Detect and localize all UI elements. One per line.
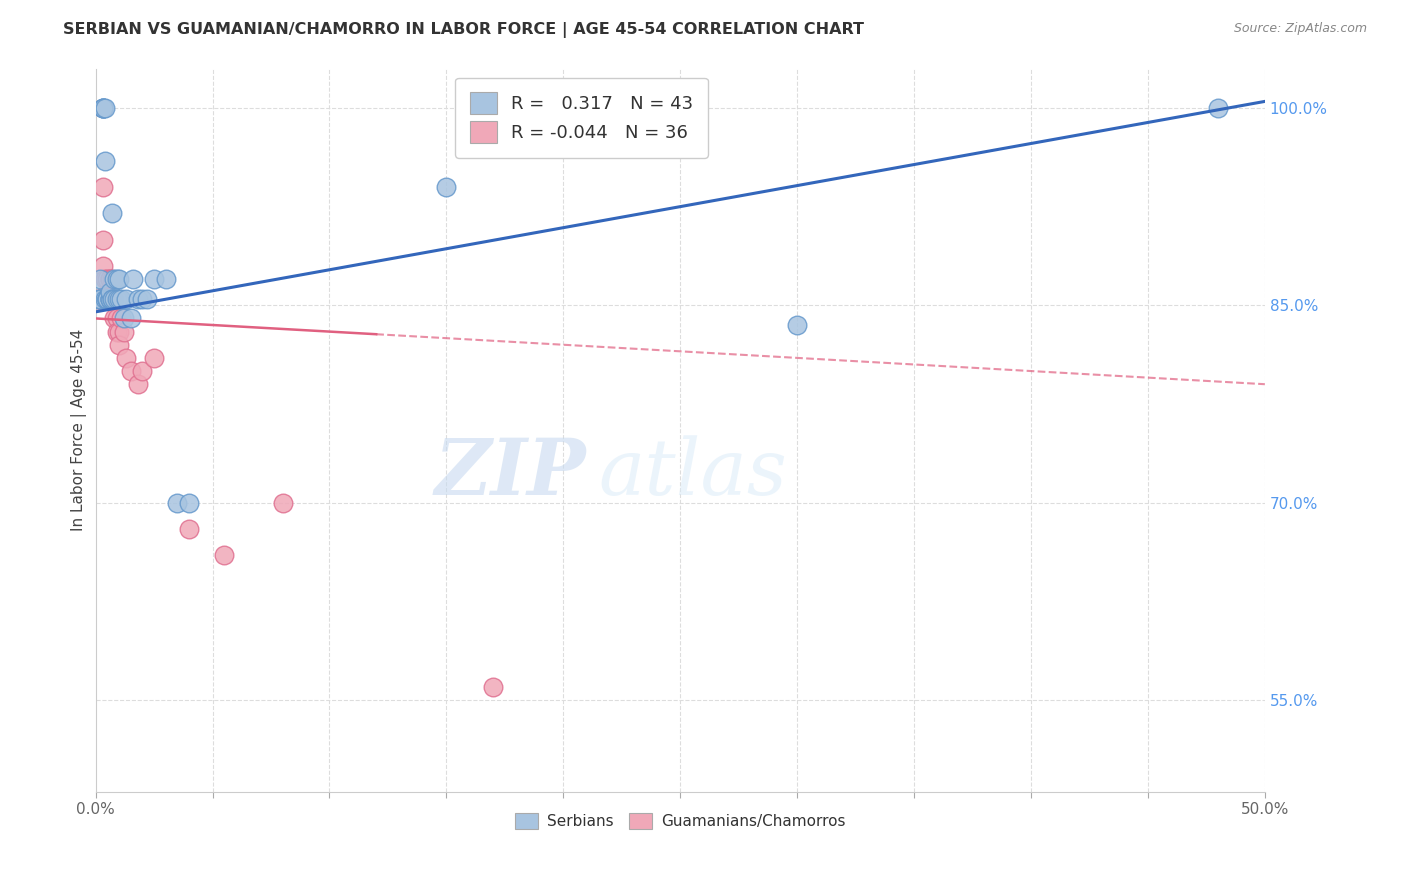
Point: [96, 292, 118, 306]
Point: [94, 292, 117, 306]
Point: [105, 292, 128, 306]
Point: [89, 272, 111, 286]
Point: [127, 377, 149, 392]
Point: [98, 285, 121, 299]
Point: [91, 101, 114, 115]
Point: [434, 180, 457, 194]
Text: Source: ZipAtlas.com: Source: ZipAtlas.com: [1233, 22, 1367, 36]
Point: [101, 292, 124, 306]
Point: [108, 272, 131, 286]
Point: [105, 272, 128, 286]
Point: [96, 272, 118, 286]
Point: [94, 292, 117, 306]
Point: [122, 272, 145, 286]
Point: [101, 206, 124, 220]
Point: [94, 292, 117, 306]
Point: [131, 364, 153, 378]
Point: [89, 292, 111, 306]
Point: [103, 311, 125, 326]
Point: [1206, 101, 1229, 115]
Point: [96, 292, 118, 306]
Point: [155, 272, 177, 286]
Point: [96, 292, 118, 306]
Point: [143, 272, 166, 286]
Point: [131, 292, 153, 306]
Legend: Serbians, Guamanians/Chamorros: Serbians, Guamanians/Chamorros: [509, 806, 852, 835]
Point: [112, 325, 135, 339]
Point: [94, 153, 117, 168]
Point: [89, 292, 111, 306]
Point: [143, 351, 166, 365]
Point: [127, 292, 149, 306]
Point: [108, 337, 131, 351]
Point: [91, 101, 114, 115]
Point: [482, 680, 505, 694]
Point: [98, 292, 121, 306]
Point: [91, 259, 114, 273]
Point: [98, 292, 121, 306]
Point: [101, 292, 124, 306]
Y-axis label: In Labor Force | Age 45-54: In Labor Force | Age 45-54: [72, 329, 87, 532]
Point: [179, 522, 201, 536]
Text: ZIP: ZIP: [434, 435, 586, 512]
Point: [112, 311, 135, 326]
Point: [98, 272, 121, 286]
Point: [98, 272, 121, 286]
Point: [110, 311, 132, 326]
Point: [91, 101, 114, 115]
Point: [91, 292, 114, 306]
Point: [212, 548, 235, 562]
Point: [115, 292, 138, 306]
Point: [103, 272, 125, 286]
Point: [98, 292, 121, 306]
Text: atlas: atlas: [599, 435, 787, 512]
Point: [101, 292, 124, 306]
Point: [87, 292, 110, 306]
Point: [101, 292, 124, 306]
Point: [120, 364, 142, 378]
Point: [120, 311, 142, 326]
Point: [96, 292, 118, 306]
Point: [87, 292, 110, 306]
Point: [91, 233, 114, 247]
Point: [115, 351, 138, 365]
Point: [105, 325, 128, 339]
Point: [179, 495, 201, 509]
Point: [98, 292, 121, 306]
Point: [136, 292, 159, 306]
Point: [101, 272, 124, 286]
Point: [96, 292, 118, 306]
Point: [91, 180, 114, 194]
Point: [108, 292, 131, 306]
Point: [96, 292, 118, 306]
Point: [89, 292, 111, 306]
Text: SERBIAN VS GUAMANIAN/CHAMORRO IN LABOR FORCE | AGE 45-54 CORRELATION CHART: SERBIAN VS GUAMANIAN/CHAMORRO IN LABOR F…: [63, 22, 865, 38]
Point: [98, 292, 121, 306]
Point: [271, 495, 294, 509]
Point: [94, 272, 117, 286]
Point: [96, 292, 118, 306]
Point: [94, 101, 117, 115]
Point: [105, 311, 128, 326]
Point: [110, 292, 132, 306]
Point: [103, 292, 125, 306]
Point: [91, 101, 114, 115]
Point: [108, 325, 131, 339]
Point: [786, 318, 808, 332]
Point: [166, 495, 188, 509]
